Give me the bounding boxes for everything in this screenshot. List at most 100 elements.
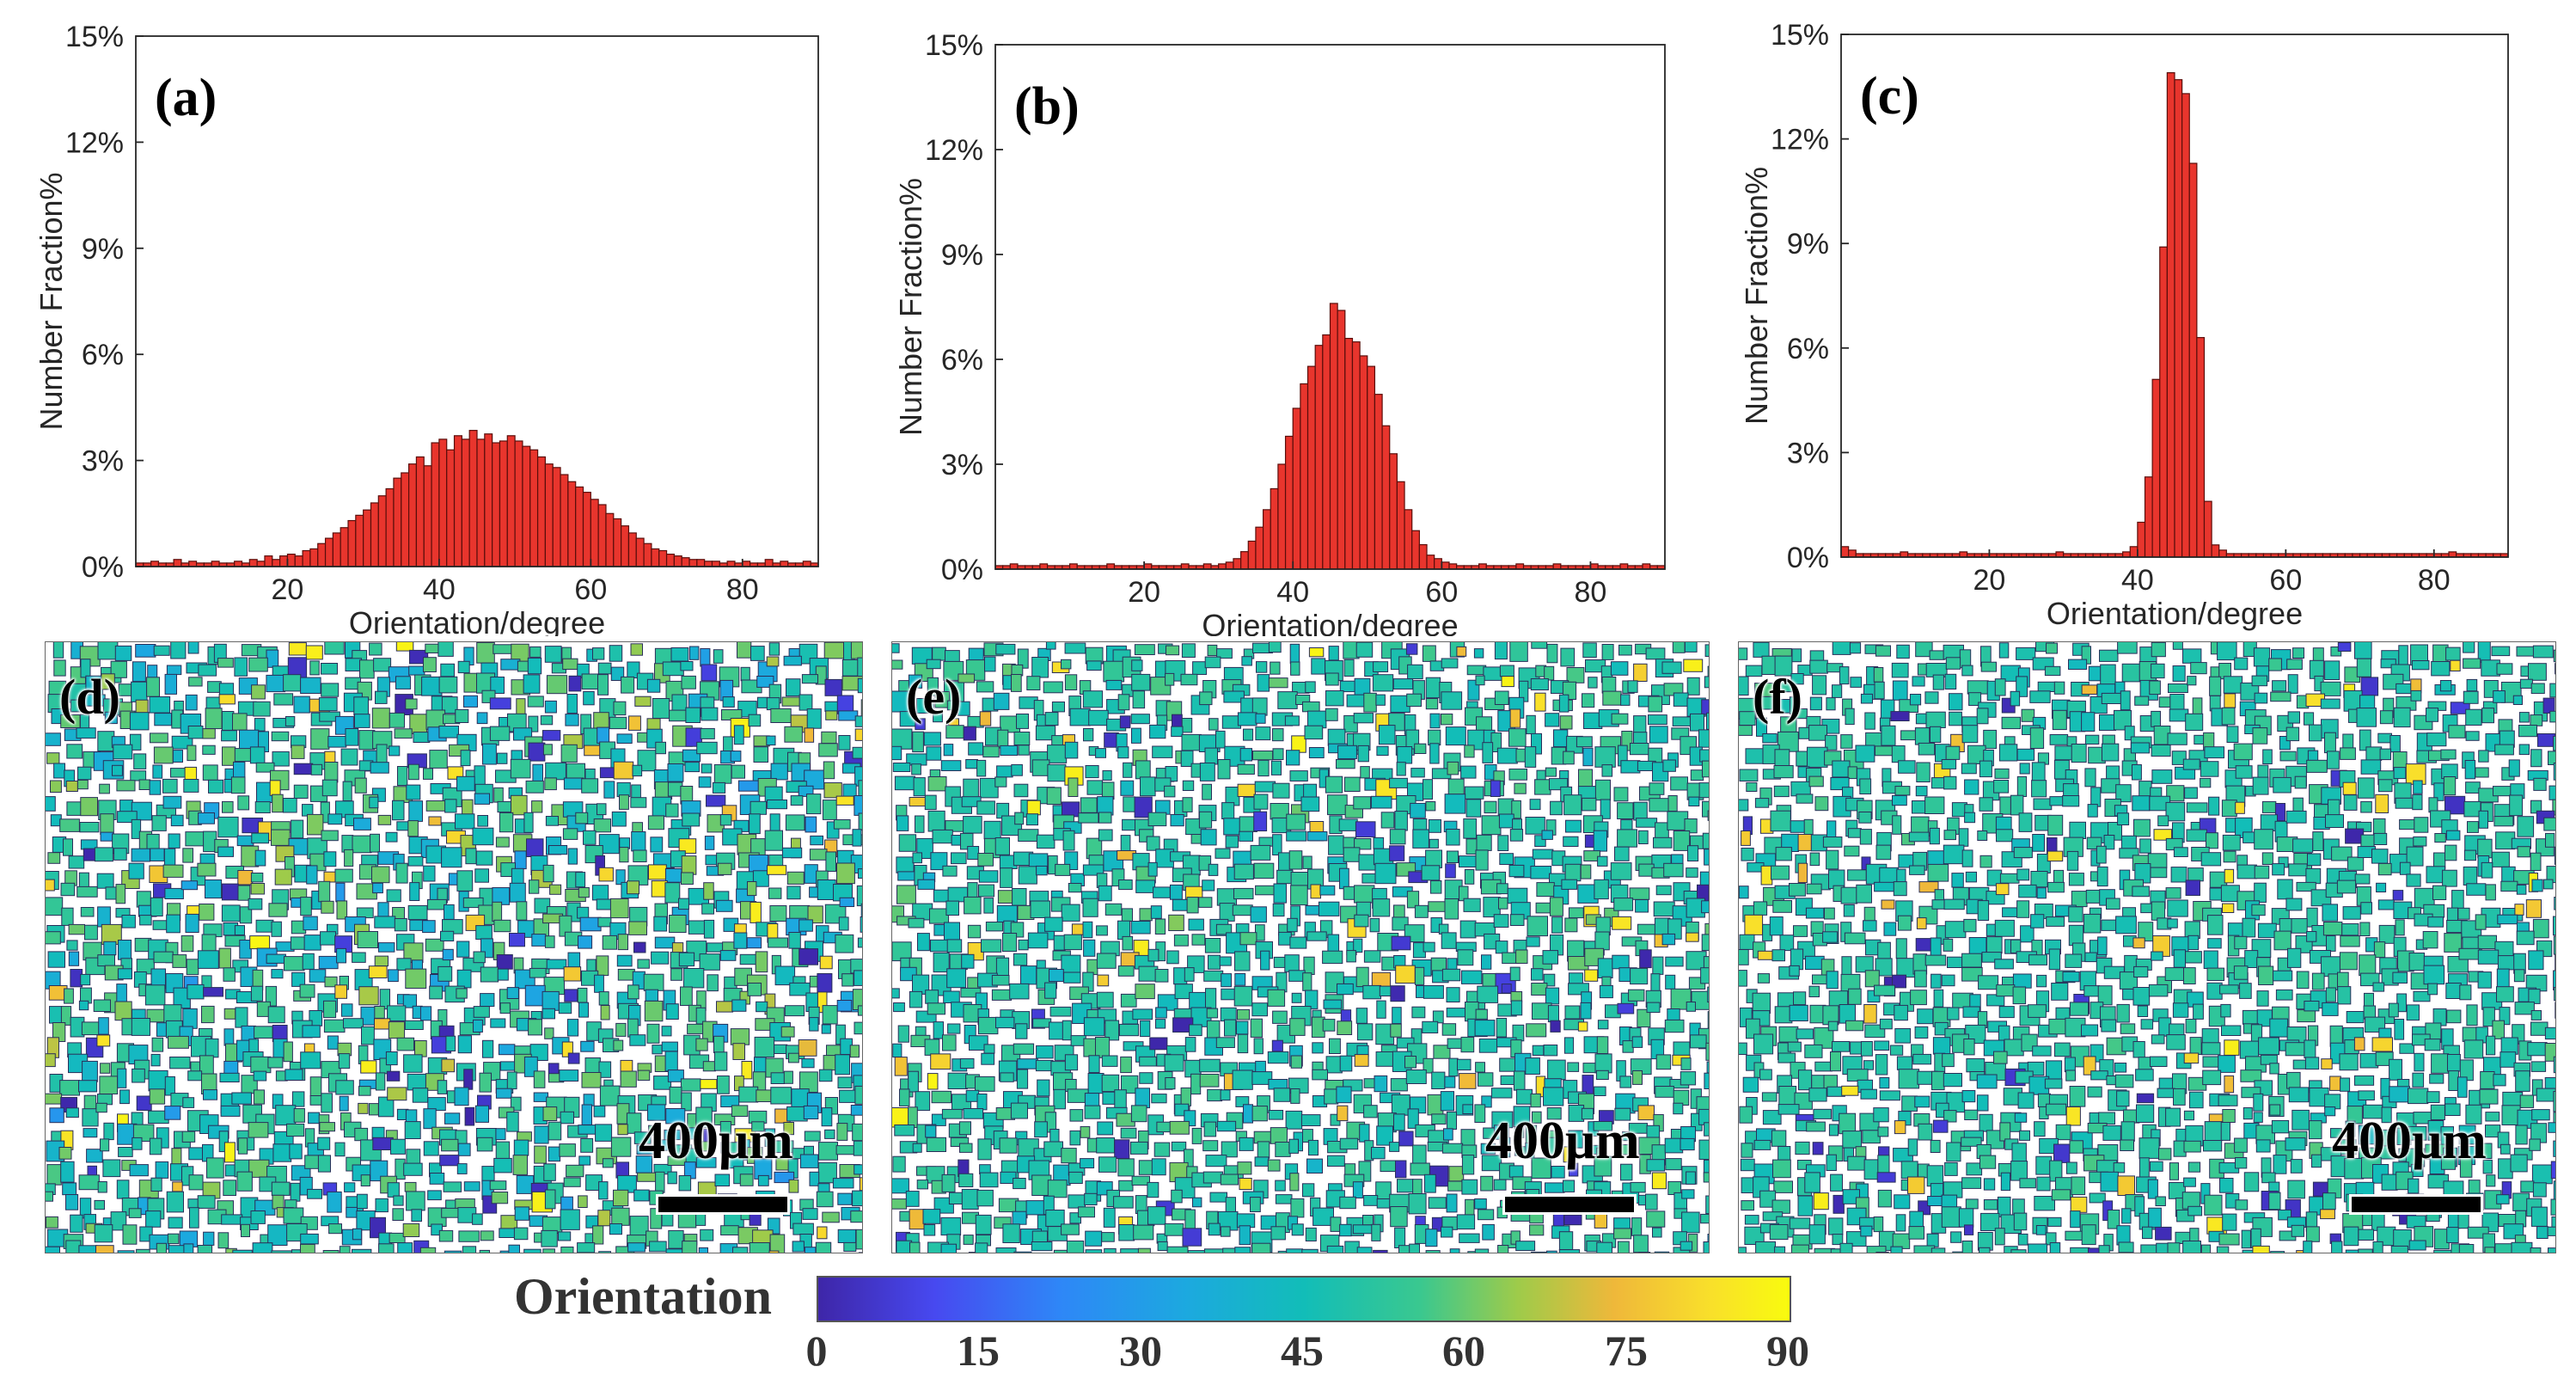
grain	[1000, 867, 1013, 888]
grain	[1217, 759, 1231, 780]
grain	[371, 708, 390, 729]
grain	[2167, 918, 2178, 928]
grain	[1998, 1006, 2015, 1019]
grain	[352, 1228, 363, 1241]
grain	[2168, 683, 2188, 693]
grain	[1774, 749, 1790, 768]
grain	[1301, 1248, 1319, 1253]
histogram-bar	[567, 481, 577, 567]
grain	[1961, 967, 1983, 982]
grain	[2134, 696, 2150, 706]
grain	[444, 904, 455, 920]
grain	[1916, 917, 1927, 929]
grain	[370, 833, 381, 853]
grain	[1648, 696, 1663, 713]
grain	[1410, 768, 1425, 778]
grain	[2273, 970, 2293, 982]
grain	[395, 642, 414, 652]
grain	[983, 820, 1001, 840]
grain	[2494, 744, 2514, 756]
grain	[544, 646, 562, 663]
grain	[1013, 732, 1031, 745]
grain	[394, 728, 413, 739]
grain	[1155, 1007, 1167, 1019]
grain	[2173, 847, 2188, 858]
grain	[558, 1231, 572, 1241]
grain	[1577, 1021, 1588, 1032]
grain	[700, 727, 715, 739]
grain	[1474, 1198, 1487, 1210]
grain	[544, 935, 555, 948]
grain	[272, 1194, 285, 1210]
grain	[63, 838, 73, 856]
grain	[1272, 903, 1285, 917]
grain	[1655, 885, 1672, 896]
grain	[1397, 746, 1413, 764]
grain	[995, 1016, 1015, 1029]
grain	[2322, 1002, 2339, 1016]
grain	[462, 897, 484, 909]
grain	[1443, 1128, 1453, 1141]
grain	[402, 1223, 420, 1238]
grain	[655, 741, 666, 755]
grain	[1545, 767, 1557, 777]
grain	[2320, 698, 2340, 709]
x-tick-label: 80	[726, 573, 759, 606]
grain	[402, 994, 417, 1008]
grain	[1739, 886, 1749, 899]
grain	[1549, 897, 1563, 916]
grain	[2066, 850, 2079, 871]
grain	[1068, 883, 1082, 893]
grain	[1378, 725, 1396, 745]
grain	[526, 838, 544, 858]
grain	[369, 642, 382, 656]
grain	[1164, 785, 1176, 798]
grain	[1423, 985, 1444, 999]
grain	[1165, 1077, 1176, 1090]
grain	[252, 1242, 273, 1253]
grain	[335, 800, 354, 818]
grain	[2084, 734, 2100, 745]
grain	[1270, 1226, 1286, 1241]
grain	[633, 1189, 650, 1202]
grain	[1146, 836, 1160, 851]
grain	[597, 726, 610, 744]
grain	[189, 1207, 199, 1229]
grain	[375, 690, 388, 704]
grain	[1930, 973, 1942, 989]
grain	[205, 879, 223, 899]
grain	[548, 1121, 562, 1141]
grain	[116, 984, 127, 1005]
grain	[2466, 1004, 2478, 1026]
grain	[1117, 965, 1135, 977]
grain	[823, 782, 842, 799]
grain	[354, 714, 370, 728]
grain	[2296, 971, 2310, 990]
grain	[543, 1163, 556, 1181]
grain	[2019, 763, 2030, 775]
grain	[602, 935, 618, 950]
histogram-bar	[658, 549, 668, 567]
grain	[1892, 815, 1902, 835]
grain	[2395, 683, 2413, 695]
grain	[1793, 991, 1807, 1006]
grain	[2463, 849, 2477, 861]
grain	[1352, 1181, 1363, 1199]
grain	[712, 781, 726, 794]
grain	[1068, 777, 1079, 797]
grain	[1202, 783, 1213, 800]
grain	[678, 952, 695, 967]
grain	[66, 801, 83, 816]
grain	[1119, 715, 1131, 729]
grain	[852, 1190, 862, 1207]
grain	[1308, 647, 1325, 658]
grain	[1184, 1209, 1196, 1231]
grain	[1495, 941, 1508, 954]
grain	[1673, 692, 1689, 707]
grain	[1961, 849, 1973, 867]
grain	[749, 1212, 762, 1226]
grain	[162, 795, 182, 809]
grain	[1561, 879, 1578, 890]
grain	[1704, 676, 1709, 689]
grain	[2331, 846, 2353, 861]
